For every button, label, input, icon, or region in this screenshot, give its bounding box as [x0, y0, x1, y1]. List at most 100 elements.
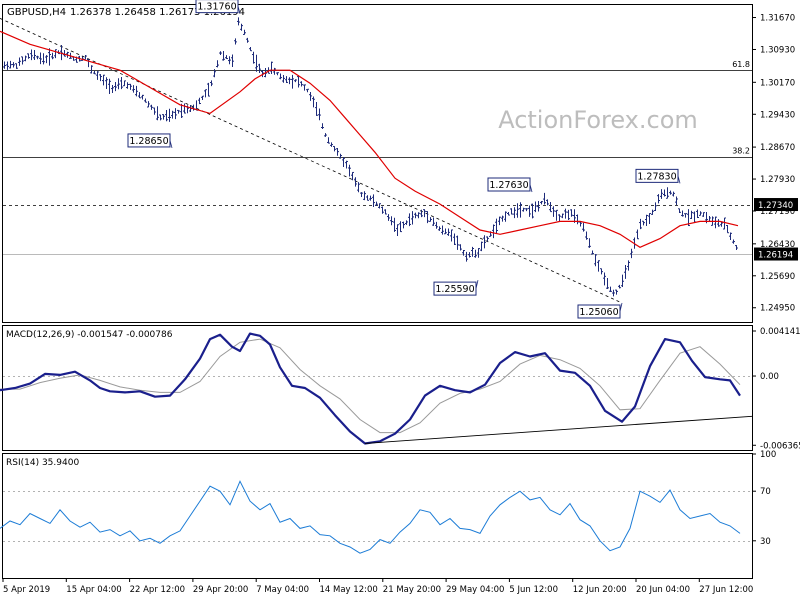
- ohlc-bar: [462, 250, 465, 256]
- ohlc-bar: [642, 220, 645, 226]
- ohlc-bar: [456, 235, 459, 250]
- ohlc-bar: [522, 207, 525, 212]
- ohlc-bar: [165, 110, 168, 122]
- ohlc-bar: [699, 211, 702, 216]
- ohlc-bar: [39, 52, 42, 65]
- x-tick-label: 29 May 04:00: [446, 585, 504, 595]
- ohlc-bar: [177, 109, 180, 114]
- ohlc-bar: [474, 249, 477, 258]
- ohlc-bar: [15, 63, 18, 69]
- ohlc-bar: [336, 148, 339, 156]
- ohlc-bar: [399, 221, 402, 233]
- price-level-tag-label: 1.27340: [758, 201, 793, 211]
- ohlc-bar: [18, 57, 21, 66]
- ohlc-bar: [366, 195, 369, 201]
- ohlc-bar: [234, 38, 237, 45]
- swing-label: 1.25060: [579, 307, 618, 318]
- ohlc-bar: [243, 29, 246, 35]
- ohlc-bar: [369, 195, 372, 201]
- ohlc-bar: [618, 284, 621, 289]
- ohlc-bar: [525, 208, 528, 212]
- swing-label: 1.27830: [637, 171, 676, 182]
- ohlc-bar: [531, 203, 534, 219]
- swing-label: 1.27630: [489, 180, 528, 191]
- ohlc-bar: [465, 251, 468, 262]
- ohlc-bar: [321, 123, 324, 129]
- ohlc-bar: [129, 83, 132, 90]
- ohlc-bar: [225, 55, 228, 60]
- macd-tick-label: -0.006365: [760, 441, 800, 451]
- ohlc-bar: [330, 142, 333, 147]
- macd-tick-label: 0.004141: [760, 327, 800, 337]
- ohlc-bar: [423, 209, 426, 218]
- ohlc-bar: [537, 200, 540, 212]
- ohlc-bar: [3, 61, 6, 69]
- ohlc-bar: [444, 228, 447, 235]
- ohlc-bar: [357, 182, 360, 193]
- instrument-label: GBPUSD,H4: [7, 7, 66, 18]
- ohlc-bar: [417, 212, 420, 219]
- ohlc-bar: [198, 97, 201, 105]
- ohlc-bar: [27, 53, 30, 59]
- ohlc-bar: [627, 260, 630, 271]
- rsi-title: RSI(14) 35.9400: [6, 458, 79, 468]
- ohlc-bar: [672, 191, 675, 197]
- ohlc-bar: [381, 206, 384, 214]
- swing-label: 1.25590: [435, 284, 474, 295]
- macd-trendline: [364, 415, 753, 444]
- macd-signal-line: [0, 338, 741, 434]
- ohlc-bar: [342, 157, 345, 167]
- ohlc-bar: [726, 224, 729, 234]
- ohlc-readout: 1.26378 1.26458 1.26173 1.26194: [70, 7, 245, 18]
- ohlc-bar: [126, 82, 129, 89]
- ohlc-bar: [228, 56, 231, 65]
- ohlc-bar: [363, 191, 366, 201]
- price-tick-label: 1.24950: [760, 304, 795, 314]
- ohlc-bar: [288, 77, 291, 85]
- ohlc-bar: [120, 76, 123, 90]
- price-level-tag-label: 1.26194: [758, 251, 793, 261]
- ohlc-bar: [540, 201, 543, 205]
- ohlc-bar: [501, 215, 504, 222]
- price-tick-label: 1.30170: [760, 78, 795, 88]
- ohlc-bar: [696, 209, 699, 219]
- ohlc-bar: [339, 153, 342, 159]
- ohlc-bar: [318, 108, 321, 121]
- ohlc-bar: [495, 218, 498, 235]
- macd-tick-label: 0.00: [760, 372, 779, 382]
- ohlc-bar: [504, 211, 507, 222]
- ohlc-bar: [33, 50, 36, 61]
- ohlc-bar: [174, 108, 177, 120]
- ohlc-bar: [30, 49, 33, 61]
- ohlc-bar: [207, 82, 210, 97]
- swing-label-leader: [237, 6, 241, 14]
- price-tick-label: 1.26430: [760, 240, 795, 250]
- ohlc-bar: [492, 224, 495, 239]
- price-level-tag: [754, 198, 798, 212]
- ohlc-bar: [237, 17, 240, 26]
- price-tick-label: 1.27930: [760, 175, 795, 185]
- ohlc-bar: [654, 202, 657, 212]
- ohlc-bar: [609, 286, 612, 292]
- price-tick-label: 1.28670: [760, 143, 795, 153]
- ohlc-bar: [675, 196, 678, 206]
- ohlc-bar: [279, 73, 282, 80]
- swing-label: 1.31760: [197, 2, 236, 13]
- macd-panel-frame: [2, 325, 753, 451]
- ohlc-bar: [390, 216, 393, 226]
- price-tick-label: 1.25690: [760, 272, 795, 282]
- ohlc-bar: [663, 189, 666, 197]
- ohlc-bar: [384, 209, 387, 215]
- ohlc-bar: [255, 54, 258, 72]
- ohlc-bar: [555, 209, 558, 221]
- ohlc-bar: [114, 81, 117, 92]
- ohlc-bar: [687, 209, 690, 227]
- ohlc-bar: [405, 220, 408, 225]
- ohlc-bar: [159, 114, 162, 121]
- ohlc-bar: [276, 72, 279, 76]
- ohlc-bar: [21, 56, 24, 65]
- ohlc-bar: [438, 226, 441, 231]
- ohlc-bar: [351, 171, 354, 181]
- rsi-panel-frame: [2, 453, 753, 579]
